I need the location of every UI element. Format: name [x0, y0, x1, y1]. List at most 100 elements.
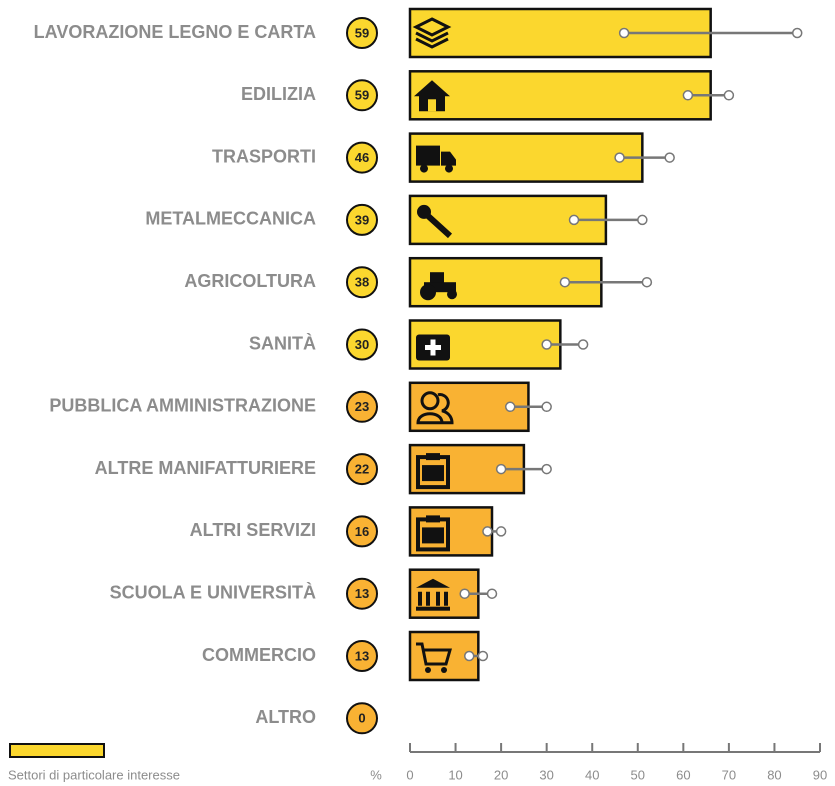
icon-part — [424, 282, 456, 293]
icon-part — [426, 453, 440, 461]
x-tick-label: 20 — [494, 767, 508, 782]
icon-part — [430, 272, 444, 285]
range-low — [614, 152, 625, 163]
badge — [346, 515, 378, 548]
category-label: ALTRI SERVIZI — [190, 520, 316, 540]
icon-part — [417, 204, 431, 219]
range-low — [541, 339, 552, 350]
range-high — [486, 588, 498, 599]
range-low — [618, 27, 630, 39]
icon-part — [447, 289, 457, 300]
icon — [416, 334, 450, 361]
range-low — [504, 401, 516, 413]
badge — [346, 702, 378, 735]
category-label: ALTRO — [255, 707, 316, 727]
range-high — [541, 463, 552, 475]
range-low — [463, 650, 475, 662]
x-tick-label: 10 — [448, 767, 462, 782]
icon — [416, 642, 452, 673]
badge-label: 13 — [355, 586, 369, 601]
icon — [414, 80, 450, 112]
icon — [416, 515, 450, 552]
category-label: SANITÀ — [249, 332, 316, 353]
icon-part — [418, 591, 448, 606]
bar — [408, 70, 712, 121]
range-low — [459, 588, 470, 599]
icon-part — [420, 391, 440, 411]
category-label: AGRICOLTURA — [184, 271, 316, 291]
x-tick-label: 0 — [406, 767, 413, 782]
legend-swatch — [9, 743, 105, 758]
badge-label: 13 — [355, 648, 369, 663]
range-high — [637, 214, 648, 226]
badge-label: 59 — [355, 88, 369, 103]
badge — [346, 640, 378, 672]
badge-label: 39 — [355, 212, 369, 227]
icon — [412, 17, 452, 49]
icon-part — [422, 465, 444, 482]
range-high — [495, 526, 507, 537]
range-low — [568, 214, 580, 226]
badge-label: 30 — [355, 337, 369, 352]
icon-part — [441, 667, 447, 673]
range-high — [477, 650, 489, 662]
range-low — [682, 90, 694, 101]
category-label: ALTRE MANIFATTURIERE — [95, 458, 316, 478]
badge — [346, 453, 378, 486]
icon — [416, 453, 450, 490]
category-label: EDILIZIA — [241, 84, 316, 104]
range-high — [541, 401, 552, 413]
range-low — [495, 463, 507, 475]
icon-part — [426, 515, 440, 523]
icon-part — [445, 164, 453, 173]
range-high — [791, 27, 803, 39]
x-tick-label: 70 — [722, 767, 736, 782]
category-label: METALMECCANICA — [145, 209, 316, 229]
icon-part — [428, 99, 436, 112]
badge — [346, 141, 378, 174]
icon-part — [414, 80, 450, 112]
icon — [417, 204, 453, 239]
category-label: PUBBLICA AMMINISTRAZIONE — [49, 396, 316, 416]
legend-label: Settori di particolare interesse — [8, 767, 180, 782]
icon-part — [416, 145, 440, 166]
icon — [416, 391, 454, 425]
range-high — [641, 276, 653, 288]
range-high — [723, 90, 735, 101]
icon-part — [420, 164, 428, 173]
category-label: COMMERCIO — [202, 645, 316, 665]
badge — [346, 79, 378, 112]
icon-part — [416, 642, 452, 666]
x-tick-label: 60 — [676, 767, 690, 782]
x-tick-label: 80 — [767, 767, 781, 782]
badge-label: 23 — [355, 399, 369, 414]
icon-part — [425, 339, 441, 356]
category-label: LAVORAZIONE LEGNO E CARTA — [34, 22, 316, 42]
icon-part — [416, 578, 450, 588]
category-label: TRASPORTI — [212, 146, 316, 166]
badge — [346, 203, 378, 236]
x-tick-label: 40 — [585, 767, 599, 782]
badge — [346, 390, 378, 423]
badge-label: 22 — [355, 462, 369, 477]
x-tick-label: 50 — [631, 767, 645, 782]
icon — [416, 578, 450, 611]
badge-label: 16 — [355, 524, 369, 539]
icon-part — [416, 393, 454, 425]
x-tick-label: 90 — [813, 767, 827, 782]
badge — [346, 266, 378, 299]
range-high — [664, 152, 675, 163]
range-low — [559, 276, 571, 288]
icon — [416, 145, 456, 173]
icon-part — [415, 31, 449, 49]
icon-part — [441, 151, 456, 166]
icon — [420, 272, 457, 301]
range-low — [482, 526, 493, 537]
range-high — [577, 339, 589, 350]
x-tick-label: 30 — [539, 767, 553, 782]
badge-label: 38 — [355, 275, 369, 290]
category-label: SCUOLA E UNIVERSITÀ — [110, 581, 316, 602]
badge-label: 46 — [355, 150, 369, 165]
badge — [346, 328, 378, 361]
